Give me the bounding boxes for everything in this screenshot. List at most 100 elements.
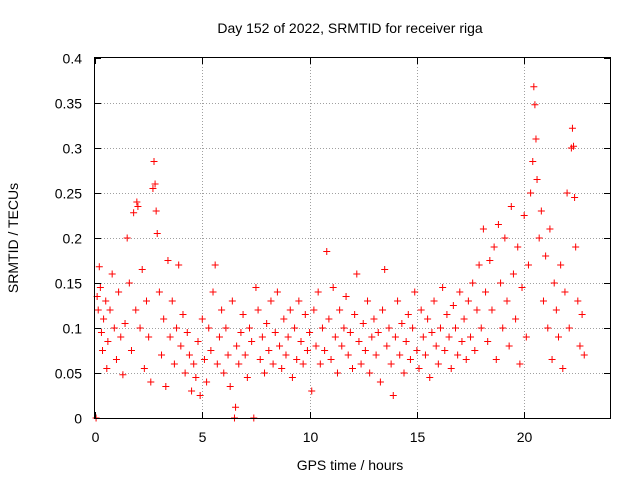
data-point	[293, 356, 301, 363]
data-point	[325, 315, 333, 323]
data-point	[385, 324, 393, 332]
x-tick-label: 10	[303, 429, 319, 445]
data-point	[469, 279, 477, 287]
y-tick-label: 0.1	[63, 321, 83, 337]
data-point	[143, 297, 150, 305]
x-tick-label: 5	[199, 429, 207, 445]
data-point	[530, 83, 538, 91]
data-point	[529, 158, 537, 165]
data-point	[503, 297, 511, 305]
data-point	[535, 234, 543, 242]
data-point	[333, 369, 341, 377]
data-point	[578, 311, 586, 318]
data-point	[194, 338, 202, 345]
data-point	[95, 263, 103, 271]
data-point	[445, 333, 453, 341]
data-point	[136, 324, 144, 332]
data-point	[531, 101, 539, 109]
data-point	[269, 360, 277, 368]
data-point	[295, 297, 303, 305]
data-point	[492, 356, 500, 363]
data-point	[239, 311, 247, 318]
data-point	[173, 324, 181, 332]
data-point	[464, 297, 472, 305]
x-axis-label: GPS time / hours	[297, 457, 404, 473]
data-point	[151, 180, 159, 188]
data-point	[232, 403, 240, 411]
data-point	[460, 315, 468, 323]
data-point	[188, 387, 196, 395]
data-point	[97, 329, 105, 336]
data-point	[265, 347, 273, 354]
data-point	[379, 306, 387, 314]
data-point	[338, 342, 346, 350]
data-point	[119, 371, 127, 379]
y-tick-label: 0.35	[55, 96, 82, 112]
data-point	[391, 333, 399, 341]
y-axis-label: SRMTID / TECUs	[5, 183, 21, 293]
data-point	[557, 261, 565, 269]
data-point	[349, 365, 356, 372]
data-point	[110, 324, 118, 332]
data-point	[355, 338, 363, 345]
data-point	[415, 365, 423, 372]
data-point	[383, 342, 391, 350]
data-point	[576, 342, 584, 350]
data-point	[179, 311, 187, 318]
data-point	[488, 306, 496, 314]
data-point	[572, 243, 580, 251]
data-point	[235, 360, 243, 368]
data-point	[209, 288, 217, 296]
data-point	[372, 351, 380, 359]
axis-ticks: 0 0.05 0.1 0.15 0.2 0.25 0.3 0.35 0.4 0 5 10 15 20	[55, 51, 610, 445]
data-point	[318, 324, 326, 332]
data-point	[507, 203, 515, 210]
data-point	[108, 270, 116, 278]
data-point	[527, 189, 535, 197]
data-point	[190, 360, 198, 368]
data-point	[150, 158, 158, 165]
data-point	[106, 306, 114, 314]
data-point	[479, 225, 487, 233]
data-point	[417, 306, 425, 314]
data-point	[280, 315, 288, 323]
data-point	[563, 189, 571, 197]
data-point	[297, 338, 305, 345]
data-point	[299, 360, 307, 368]
data-point	[398, 320, 406, 327]
data-point	[419, 333, 427, 341]
data-point	[505, 342, 513, 350]
data-point	[312, 342, 320, 350]
data-point	[475, 261, 483, 269]
data-point	[561, 288, 569, 296]
data-point	[286, 306, 294, 314]
data-point	[132, 306, 140, 314]
y-tick-label: 0	[74, 411, 82, 427]
data-point	[237, 329, 245, 336]
data-point	[359, 320, 367, 327]
data-point	[402, 338, 410, 345]
y-tick-label: 0.4	[63, 51, 83, 67]
data-point	[555, 333, 562, 341]
data-point	[306, 329, 314, 336]
x-tick-label: 0	[92, 429, 100, 445]
data-point	[288, 374, 296, 381]
data-point	[241, 351, 249, 359]
data-point	[499, 324, 507, 332]
data-point	[145, 333, 153, 341]
data-point	[263, 320, 271, 327]
y-tick-label: 0.25	[55, 186, 82, 202]
data-point	[537, 207, 545, 215]
data-point	[246, 324, 253, 332]
data-point	[252, 284, 260, 291]
data-point	[454, 351, 462, 359]
data-point	[344, 351, 352, 359]
data-point	[284, 333, 292, 341]
data-point	[550, 279, 558, 287]
data-point	[243, 374, 251, 381]
chart-title: Day 152 of 2022, SRMTID for receiver rig…	[217, 20, 483, 36]
data-point	[580, 351, 588, 359]
data-point	[484, 338, 492, 345]
data-point	[192, 374, 200, 381]
data-point	[571, 194, 579, 201]
